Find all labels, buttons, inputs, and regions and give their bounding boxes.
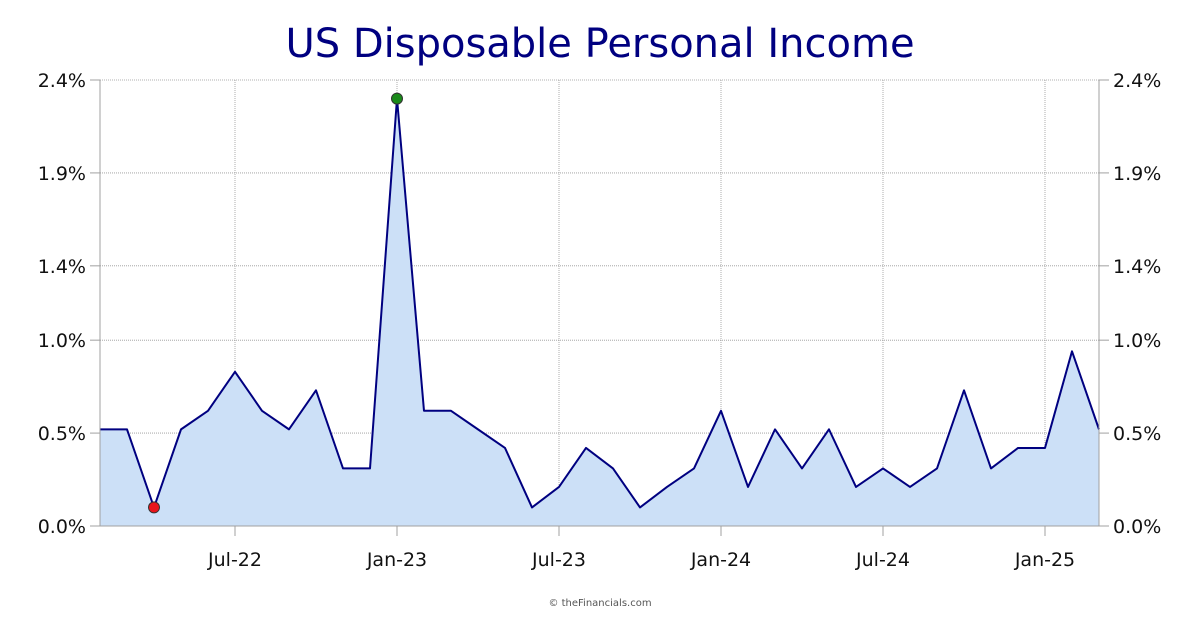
- x-tick-label: Jan-23: [366, 549, 427, 571]
- max-point-marker: [391, 92, 403, 105]
- x-tick-label: Jul-22: [207, 549, 262, 571]
- x-tick-label: Jan-25: [1014, 549, 1075, 571]
- y-tick-label-right: 1.4%: [1113, 256, 1161, 278]
- y-tick-label-left: 1.9%: [38, 163, 86, 185]
- y-tick-label-left: 1.4%: [38, 256, 86, 278]
- chart-title: US Disposable Personal Income: [285, 21, 915, 67]
- y-tick-label-right: 0.5%: [1113, 423, 1161, 445]
- series-line: [100, 97, 1100, 509]
- x-tick-label: Jul-23: [531, 549, 586, 571]
- y-tick-label-right: 1.0%: [1113, 330, 1161, 352]
- area-fill: [100, 98, 1099, 526]
- y-tick-label-left: 2.4%: [38, 70, 86, 92]
- min-point-marker: [148, 501, 160, 514]
- credit-text: © theFinancials.com: [548, 598, 652, 609]
- y-tick-label-left: 0.0%: [38, 516, 86, 538]
- y-tick-label-right: 2.4%: [1113, 70, 1161, 92]
- y-tick-label-right: 0.0%: [1113, 516, 1161, 538]
- x-tick-label: Jan-24: [690, 549, 751, 571]
- y-tick-label-left: 1.0%: [38, 330, 86, 352]
- y-tick-label-right: 1.9%: [1113, 163, 1161, 185]
- y-tick-label-left: 0.5%: [38, 423, 86, 445]
- x-tick-label: Jul-24: [855, 549, 910, 571]
